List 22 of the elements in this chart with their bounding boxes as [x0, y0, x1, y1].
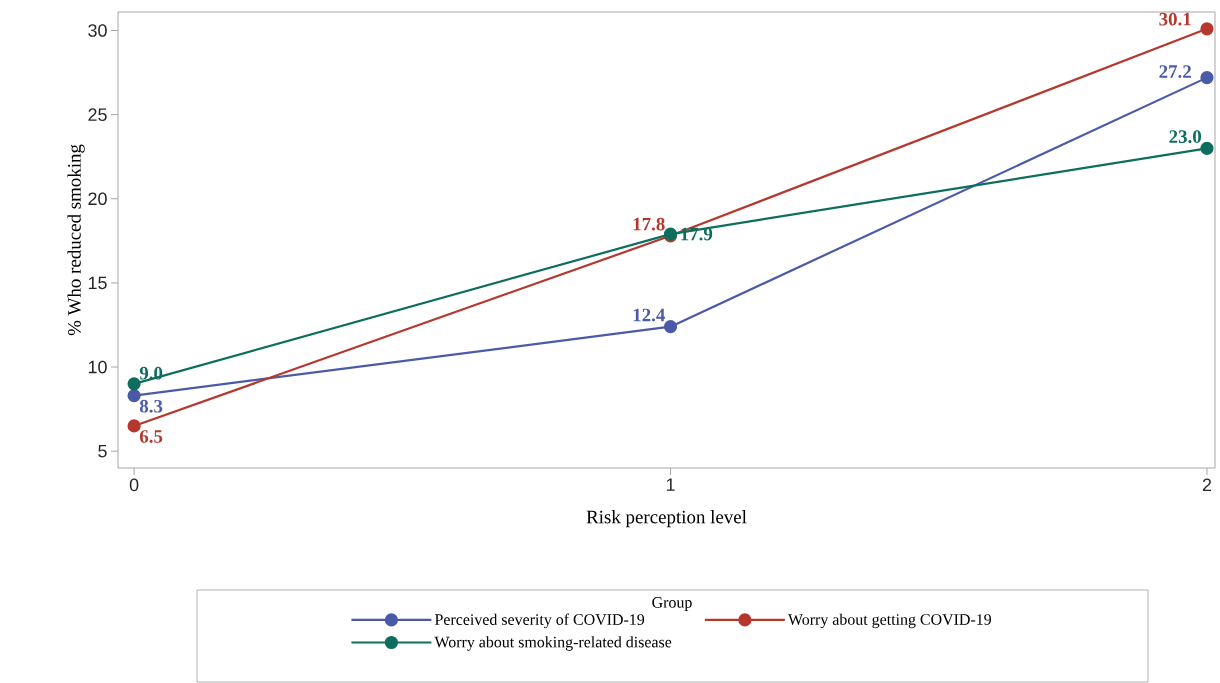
y-tick-label: 10	[88, 360, 107, 374]
x-tick-label: 2	[1202, 478, 1212, 492]
x-tick-label: 0	[129, 478, 139, 492]
data-label: 30.1	[1159, 12, 1191, 26]
legend-title: Group	[652, 597, 692, 611]
data-label: 6.5	[139, 430, 163, 443]
y-axis-title: % Who reduced smoking	[67, 144, 85, 336]
y-tick-label: 30	[88, 24, 107, 37]
x-tick-label: 1	[666, 478, 675, 491]
legend-label: Worry about getting COVID-19	[788, 613, 992, 629]
data-label: 12.4	[633, 308, 665, 322]
y-tick-label: 25	[88, 108, 107, 121]
data-label: 17.8	[633, 217, 665, 231]
y-tick-label: 20	[88, 192, 107, 206]
data-label: 23.0	[1169, 130, 1202, 144]
data-label: 27.2	[1159, 65, 1191, 79]
legend-label: Worry about smoking-related disease	[434, 636, 672, 651]
y-tick-label: 5	[98, 444, 107, 458]
y-tick-label: 15	[88, 276, 107, 290]
x-axis-title: Risk perception level	[586, 510, 747, 528]
data-label: 8.3	[139, 399, 163, 413]
legend-label: Perceived severity of COVID-19	[434, 613, 645, 629]
